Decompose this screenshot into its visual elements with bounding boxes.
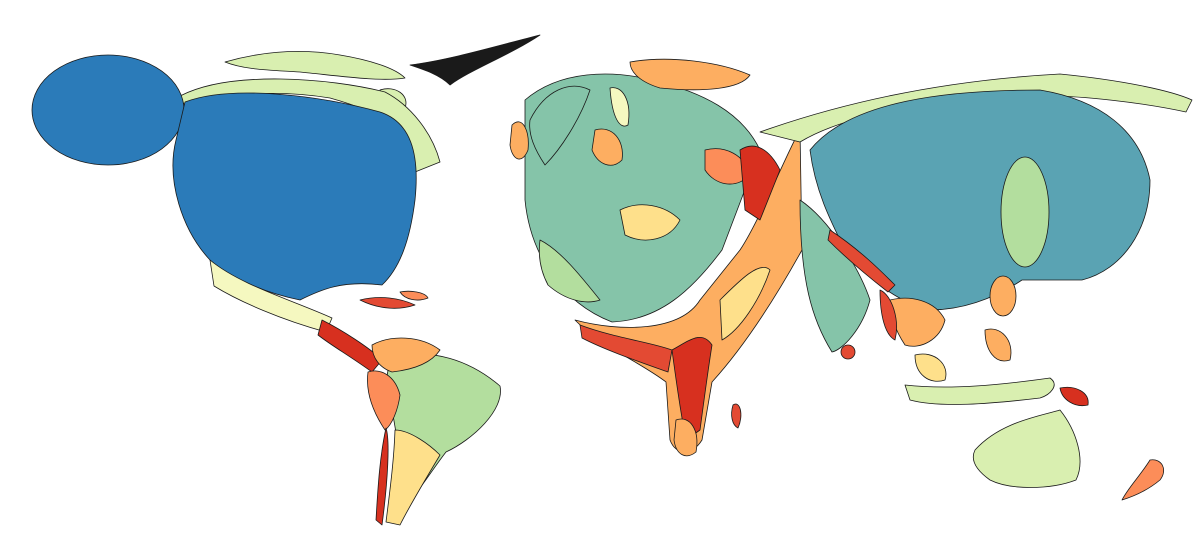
africa-south xyxy=(673,418,698,457)
germany xyxy=(619,204,681,241)
africa-east xyxy=(671,336,713,441)
italy xyxy=(609,87,630,127)
corridor xyxy=(739,145,781,221)
new-guinea xyxy=(1059,386,1089,407)
himalaya-strip xyxy=(827,229,896,293)
united-states xyxy=(172,92,417,301)
greenland-arctic xyxy=(409,34,541,86)
indonesia xyxy=(904,377,1055,405)
africa-central xyxy=(719,267,771,341)
colombia-venezuela xyxy=(371,337,441,373)
philippines xyxy=(984,328,1012,362)
new-zealand xyxy=(1121,459,1164,501)
caribbean xyxy=(359,297,416,309)
france xyxy=(591,128,623,166)
taiwan xyxy=(989,275,1017,317)
malaysia xyxy=(914,353,947,382)
madagascar xyxy=(731,403,742,429)
arctic-islands xyxy=(224,51,406,80)
sri-lanka xyxy=(840,344,856,360)
africa-west xyxy=(579,324,673,373)
australia xyxy=(972,409,1081,488)
spain xyxy=(538,239,601,303)
chile xyxy=(375,427,389,526)
alaska xyxy=(31,54,185,166)
scandinavia xyxy=(529,85,591,166)
asia xyxy=(759,73,1193,407)
caribbean-islands xyxy=(399,290,429,301)
eastern-europe xyxy=(629,58,751,91)
north-america xyxy=(31,51,441,373)
south-america xyxy=(367,337,501,526)
uk xyxy=(509,121,529,160)
peru xyxy=(367,370,401,431)
myanmar xyxy=(879,289,897,341)
europe-africa xyxy=(409,34,803,457)
oceania xyxy=(972,409,1164,501)
argentina xyxy=(385,429,441,526)
japan xyxy=(1000,156,1050,268)
